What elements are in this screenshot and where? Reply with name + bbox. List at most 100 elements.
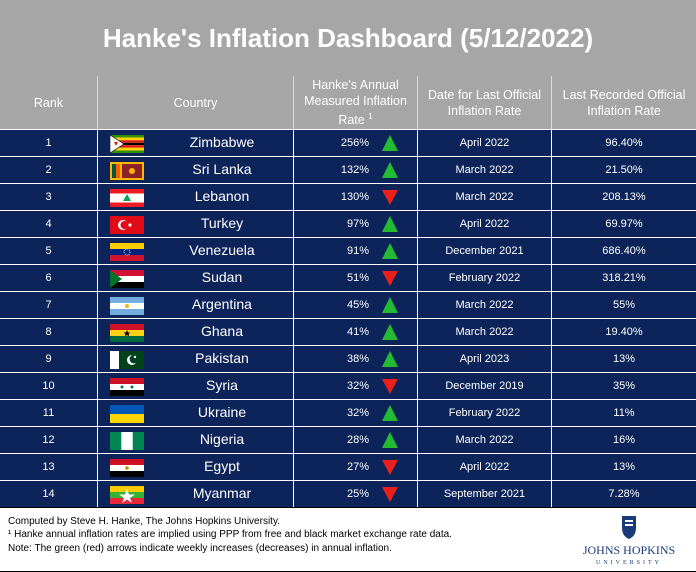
hanke-rate-cell: 28% — [294, 427, 418, 453]
hanke-rate-value: 45% — [346, 299, 369, 311]
page-title: Hanke's Inflation Dashboard (5/12/2022) — [102, 22, 594, 53]
hanke-rate-cell: 27% — [294, 454, 418, 480]
lebanon-flag-icon — [110, 189, 144, 207]
rank-cell: 3 — [0, 184, 98, 210]
country-name: Venezuela — [189, 242, 255, 258]
country-name: Argentina — [192, 296, 252, 312]
country-name: Zimbabwe — [189, 134, 255, 150]
rank-cell: 7 — [0, 292, 98, 318]
hanke-rate-value: 91% — [346, 245, 369, 257]
hanke-rate-cell: 256% — [294, 130, 418, 156]
arrow-up-icon — [382, 162, 398, 178]
rank-cell: 12 — [0, 427, 98, 453]
hanke-rate-value: 51% — [346, 272, 369, 284]
arrow-down-icon — [382, 487, 398, 502]
hanke-rate-value: 132% — [340, 164, 369, 176]
last-official-cell: 318.21% — [602, 272, 646, 284]
rank-cell: 14 — [0, 481, 98, 507]
last-official-cell: 13% — [612, 353, 636, 365]
country-name: Syria — [206, 377, 238, 393]
table-row: 7 Argentina 45% March 2022 55% — [0, 291, 696, 318]
date-cell: February 2022 — [418, 265, 552, 291]
arrow-up-icon — [382, 135, 398, 151]
date-cell: April 2022 — [418, 454, 552, 480]
arrow-up-icon — [382, 297, 398, 313]
date-cell: March 2022 — [418, 427, 552, 453]
venezuela-flag-icon — [110, 243, 144, 261]
sudan-flag-icon — [110, 270, 144, 288]
country-name: Myanmar — [192, 485, 252, 501]
nigeria-flag-icon — [110, 432, 144, 450]
country-name: Ghana — [200, 323, 244, 339]
hanke-rate-cell: 45% — [294, 292, 418, 318]
table-row: 3 Lebanon 130% March 2022 208.13% — [0, 183, 696, 210]
egypt-flag-icon — [110, 459, 144, 477]
last-official-cell: 11% — [613, 407, 635, 419]
hanke-rate-value: 32% — [346, 407, 369, 419]
table-row: 10 Syria 32% December 2019 35% — [0, 372, 696, 399]
rank-cell: 4 — [0, 211, 98, 237]
arrow-down-icon — [382, 379, 398, 394]
country-name: Turkey — [200, 215, 244, 231]
arrow-up-icon — [382, 405, 398, 421]
footer-credit: Computed by Steve H. Hanke, The Johns Ho… — [8, 516, 280, 527]
header-country: Country — [98, 76, 294, 129]
country-name: Sudan — [201, 269, 243, 285]
hanke-rate-cell: 32% — [294, 400, 418, 426]
country-name: Sri Lanka — [192, 161, 252, 177]
table-row: 13 Egypt 27% April 2022 13% — [0, 453, 696, 480]
country-cell: Sri Lanka — [98, 157, 294, 183]
hanke-rate-value: 256% — [340, 137, 369, 149]
hanke-rate-value: 41% — [346, 326, 369, 338]
table-row: 4 Turkey 97% April 2022 69.97% — [0, 210, 696, 237]
country-name: Ukraine — [197, 404, 247, 420]
hanke-rate-cell: 91% — [294, 238, 418, 264]
rank-cell: 8 — [0, 319, 98, 345]
rank-cell: 11 — [0, 400, 98, 426]
country-cell: Ukraine — [98, 400, 294, 426]
last-official-cell: 16% — [612, 434, 636, 446]
hanke-rate-cell: 38% — [294, 346, 418, 372]
last-official-cell: 35% — [612, 380, 636, 392]
zimbabwe-flag-icon — [110, 135, 144, 153]
country-cell: Pakistan — [98, 346, 294, 372]
country-cell: Argentina — [98, 292, 294, 318]
hanke-rate-value: 28% — [346, 434, 369, 446]
footer: Computed by Steve H. Hanke, The Johns Ho… — [0, 507, 696, 572]
inflation-table: 1 Zimbabwe 256% April 2022 96.40% 2 Sri Lanka 1… — [0, 129, 696, 507]
hanke-rate-cell: 32% — [294, 373, 418, 399]
ukraine-flag-icon — [110, 405, 144, 423]
hanke-rate-value: 38% — [346, 353, 369, 365]
rank-cell: 2 — [0, 157, 98, 183]
turkey-flag-icon — [110, 216, 144, 234]
last-official-cell: 55% — [612, 299, 636, 311]
rank-cell: 9 — [0, 346, 98, 372]
arrow-up-icon — [382, 324, 398, 340]
hanke-rate-value: 130% — [340, 191, 369, 203]
footer-footnote: ¹ Hanke annual inflation rates are impli… — [8, 529, 452, 540]
header-hanke-rate: Hanke's Annual Measured Inflation Rate 1 — [294, 76, 418, 129]
date-cell: March 2022 — [418, 184, 552, 210]
last-official-cell: 19.40% — [605, 326, 643, 338]
logo-name: JOHNS HOPKINS — [583, 543, 675, 557]
arrow-up-icon — [382, 351, 398, 367]
sri-lanka-flag-icon — [110, 162, 144, 180]
date-cell: March 2022 — [418, 157, 552, 183]
arrow-down-icon — [382, 271, 398, 286]
last-official-cell: 7.28% — [608, 488, 640, 500]
country-cell: Egypt — [98, 454, 294, 480]
country-cell: Zimbabwe — [98, 130, 294, 156]
last-official-cell: 96.40% — [605, 137, 643, 149]
hanke-rate-cell: 41% — [294, 319, 418, 345]
date-cell: April 2023 — [418, 346, 552, 372]
date-cell: December 2019 — [418, 373, 552, 399]
hanke-rate-cell: 97% — [294, 211, 418, 237]
header-rank: Rank — [0, 76, 98, 129]
table-row: 5 Venezuela 91% December 2021 686.40% — [0, 237, 696, 264]
rank-cell: 1 — [0, 130, 98, 156]
date-cell: March 2022 — [418, 292, 552, 318]
arrow-up-icon — [382, 432, 398, 448]
table-header: Rank Country Hanke's Annual Measured Inf… — [0, 76, 696, 129]
footer-note: Note: The green (red) arrows indicate we… — [8, 543, 392, 554]
last-official-cell: 13% — [612, 461, 636, 473]
